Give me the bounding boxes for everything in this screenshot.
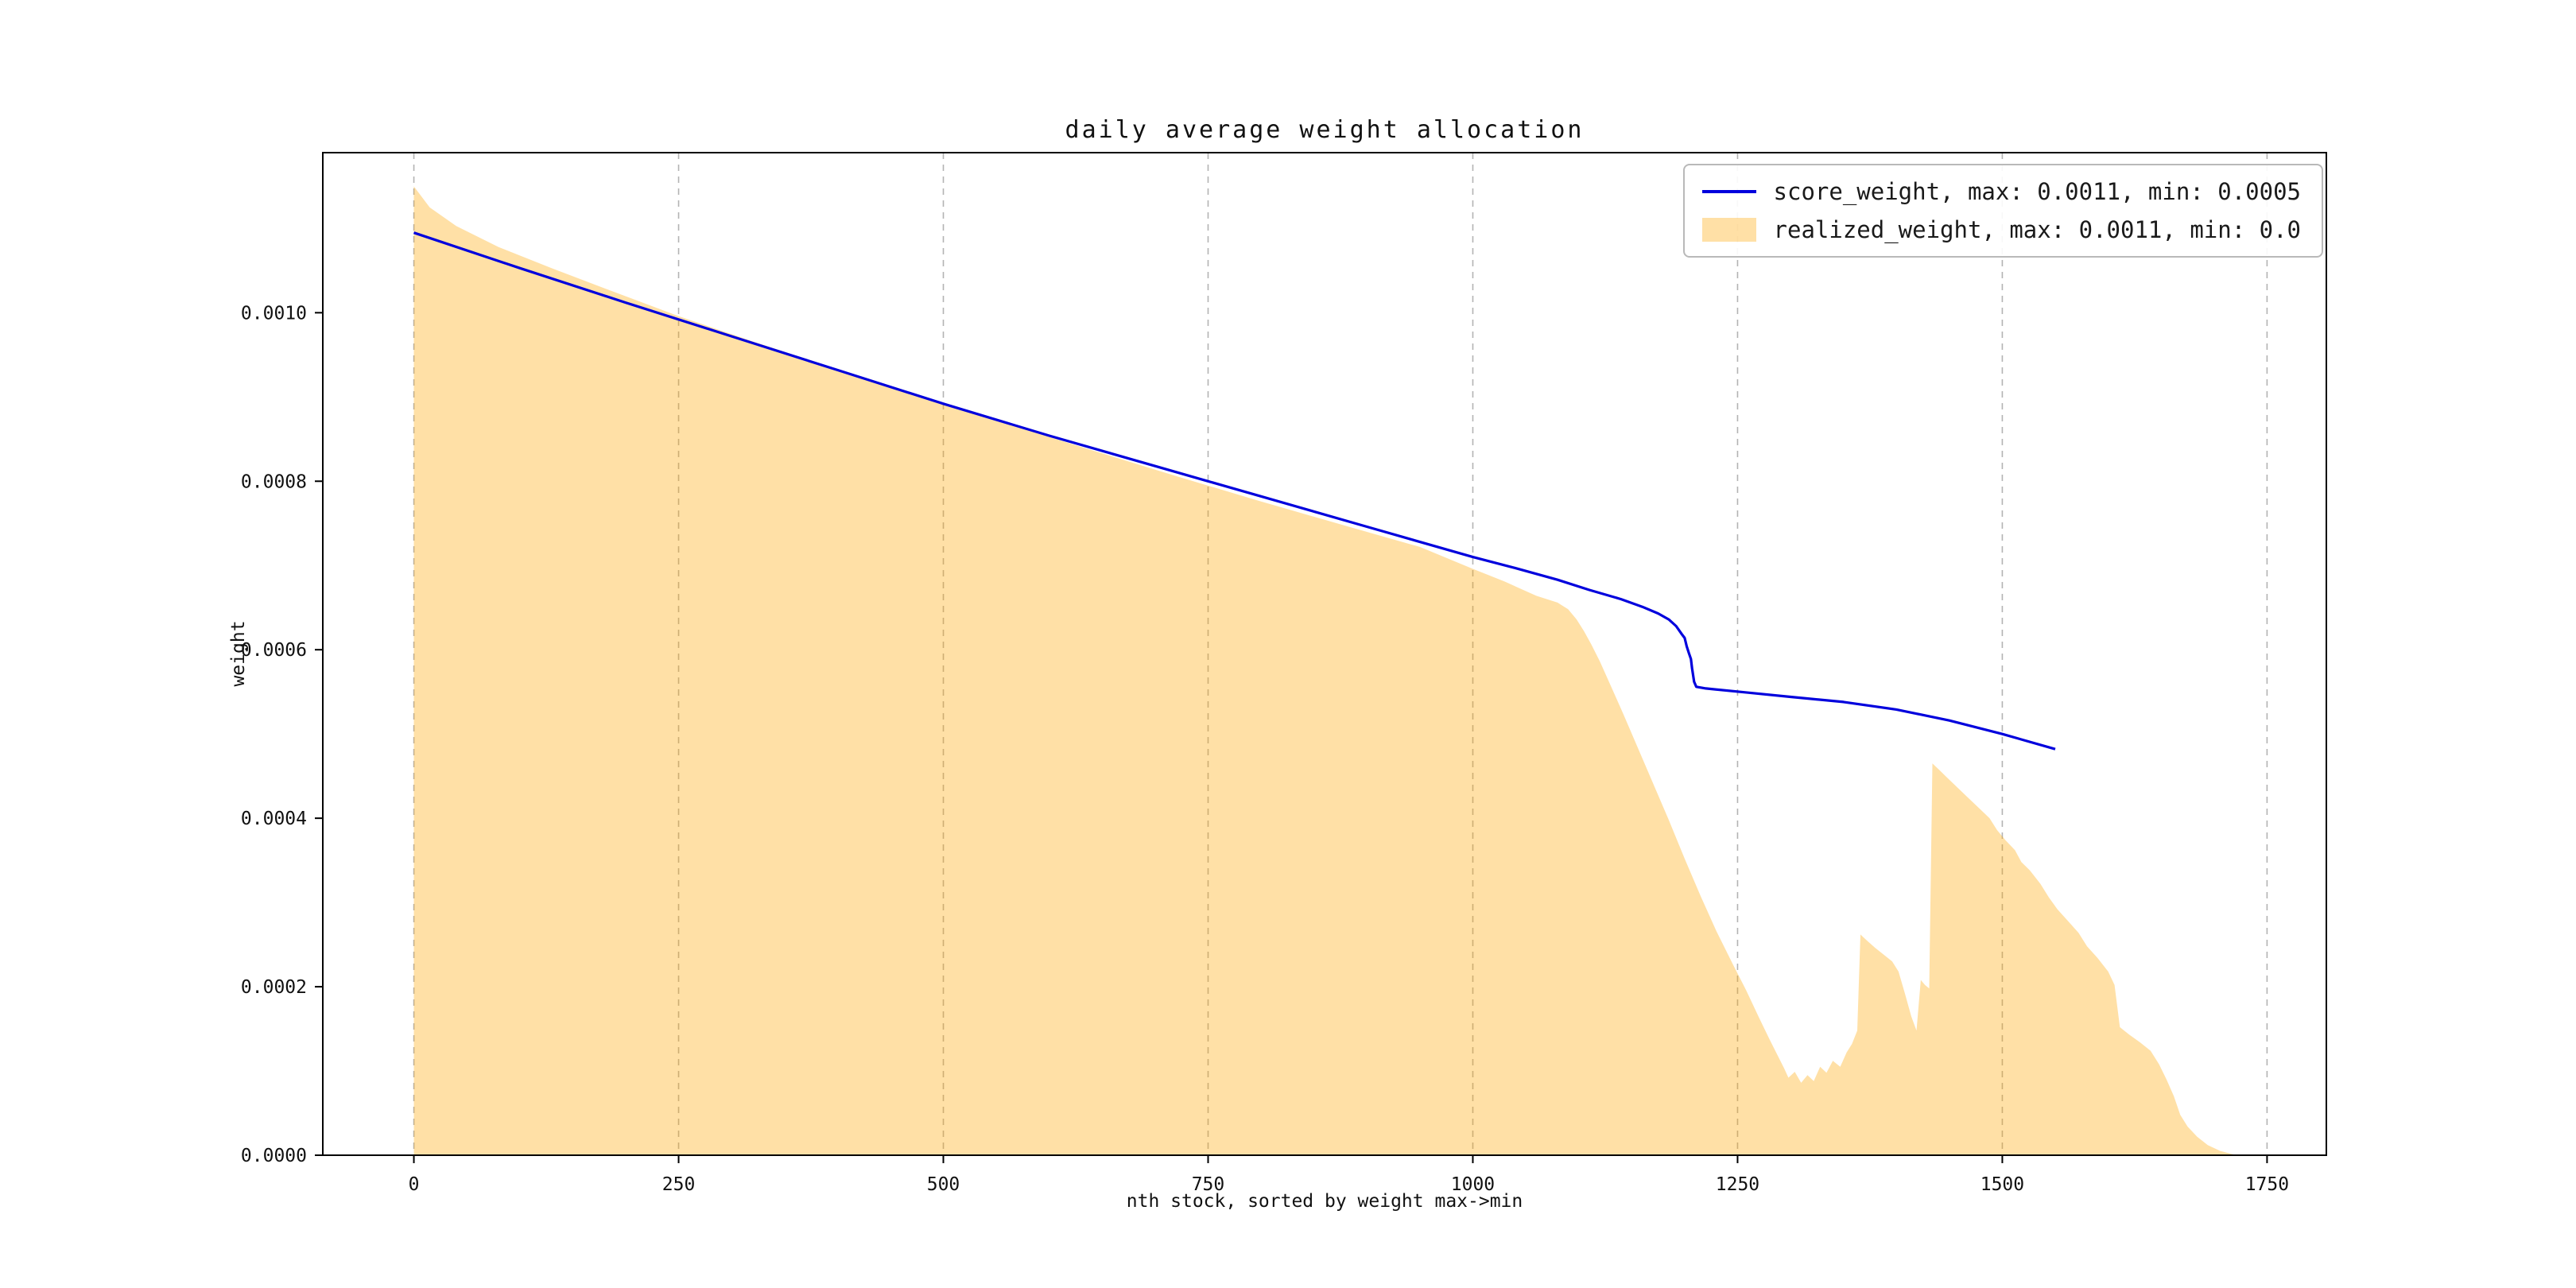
x-tick-label: 1000 bbox=[1451, 1174, 1495, 1195]
legend-label-realized-weight: realized_weight, max: 0.0011, min: 0.0 bbox=[1773, 216, 2301, 243]
legend-label-score-weight: score_weight, max: 0.0011, min: 0.0005 bbox=[1773, 178, 2301, 205]
x-tick-label: 750 bbox=[1192, 1174, 1225, 1195]
y-tick-label: 0.0004 bbox=[241, 809, 307, 829]
y-axis-label: weight bbox=[228, 620, 249, 687]
legend: score_weight, max: 0.0011, min: 0.0005 r… bbox=[1682, 164, 2323, 258]
legend-entry-realized-weight: realized_weight, max: 0.0011, min: 0.0 bbox=[1701, 216, 2301, 243]
x-tick-label: 0 bbox=[409, 1174, 420, 1195]
y-tick-label: 0.0006 bbox=[241, 640, 307, 661]
y-tick-label: 0.0002 bbox=[241, 977, 307, 998]
plot-frame bbox=[322, 152, 2327, 1156]
realized-weight-patch-swatch bbox=[1701, 218, 1756, 242]
chart-title: daily average weight allocation bbox=[1065, 116, 1585, 144]
x-tick-label: 1500 bbox=[1980, 1174, 2024, 1195]
y-tick-label: 0.0000 bbox=[241, 1146, 307, 1166]
x-tick-label: 250 bbox=[662, 1174, 696, 1195]
x-axis-ticks: 0 250 500 750 1000 1250 1500 1750 bbox=[409, 1155, 2289, 1195]
legend-entry-score-weight: score_weight, max: 0.0011, min: 0.0005 bbox=[1701, 178, 2301, 205]
y-tick-label: 0.0010 bbox=[241, 303, 307, 324]
score-weight-line bbox=[413, 231, 2056, 751]
x-tick-label: 1750 bbox=[2245, 1174, 2289, 1195]
score-weight-line-swatch bbox=[1701, 190, 1756, 193]
realized-weight-area bbox=[413, 186, 2238, 1155]
y-axis-ticks: 0.0000 0.0002 0.0004 0.0006 0.0008 0.0010 bbox=[241, 303, 323, 1166]
x-tick-label: 500 bbox=[927, 1174, 960, 1195]
x-axis-label: nth stock, sorted by weight max->min bbox=[1126, 1191, 1523, 1212]
y-tick-label: 0.0008 bbox=[241, 471, 307, 492]
x-tick-label: 1250 bbox=[1716, 1174, 1759, 1195]
